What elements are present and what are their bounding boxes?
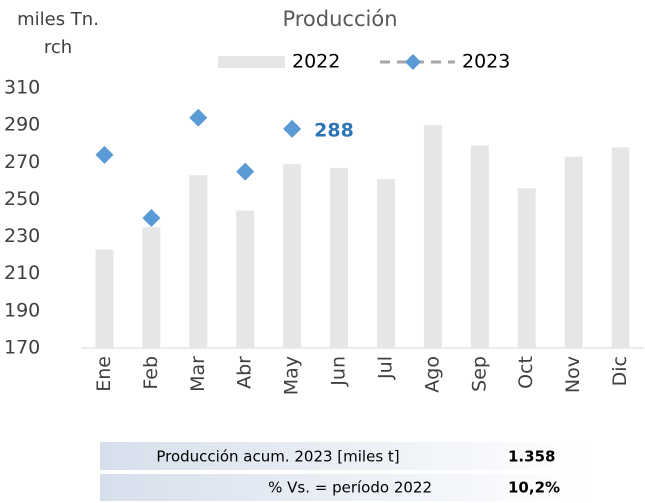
marker: [189, 108, 208, 127]
x-tick-label: Mar: [187, 356, 209, 392]
x-tick-label: Nov: [562, 356, 584, 393]
bar: [611, 147, 630, 348]
y-tick-label: 250: [4, 188, 40, 210]
y-tick-label: 230: [4, 225, 40, 247]
y-tick-label: 170: [4, 337, 40, 359]
y-axis-label: rch: [44, 37, 72, 58]
legend-swatch: [218, 56, 285, 68]
y-tick-label: 210: [4, 262, 40, 284]
bar: [376, 179, 395, 348]
table-row: [100, 442, 590, 470]
legend-label: 2023: [462, 51, 510, 73]
legend-marker: [405, 54, 421, 70]
marker: [95, 145, 114, 164]
bar: [423, 125, 442, 349]
y-tick-label: 290: [4, 114, 40, 136]
bar: [330, 167, 349, 348]
y-tick-label: 270: [4, 151, 40, 173]
bar: [236, 210, 255, 348]
bar: [517, 188, 536, 348]
bar: [142, 227, 161, 348]
table-row: [100, 474, 590, 501]
x-tick-label: Feb: [140, 356, 162, 390]
bar: [189, 175, 208, 348]
table-cell: % Vs. = período 2022: [268, 479, 432, 497]
bar: [95, 249, 114, 348]
y-axis-label: miles Tn.: [17, 9, 99, 30]
marker: [236, 162, 255, 181]
x-tick-label: Dic: [609, 356, 631, 386]
table-cell: 10,2%: [508, 479, 560, 497]
x-tick-label: Jun: [328, 356, 350, 387]
table-cell: 1.358: [508, 448, 555, 466]
bar: [564, 156, 583, 348]
x-tick-label: Abr: [234, 356, 256, 389]
table-cell: Producción acum. 2023 [miles t]: [156, 448, 399, 466]
x-tick-label: Ago: [421, 356, 443, 393]
x-tick-label: Oct: [515, 356, 537, 389]
x-tick-label: Jul: [374, 356, 396, 380]
marker: [283, 119, 302, 138]
bar: [283, 164, 302, 348]
x-tick-label: May: [281, 356, 303, 395]
bar: [470, 145, 489, 348]
data-label: 288: [314, 119, 354, 141]
legend-label: 2022: [292, 51, 340, 73]
y-tick-label: 310: [4, 77, 40, 99]
chart-title: Producción: [282, 7, 397, 31]
x-tick-label: Ene: [93, 356, 115, 392]
marker: [142, 209, 161, 227]
y-tick-label: 190: [4, 299, 40, 321]
x-tick-label: Sep: [468, 356, 490, 392]
